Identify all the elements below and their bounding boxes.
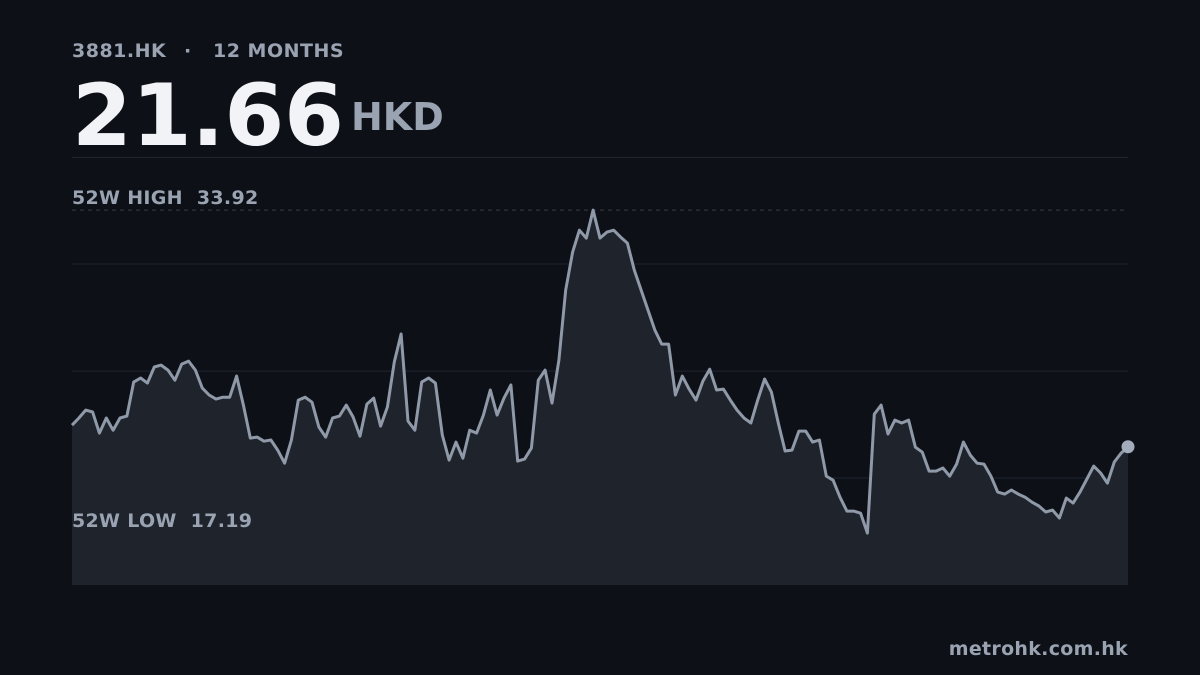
source: metrohk.com.hk (949, 638, 1128, 660)
reference-label: 52W HIGH 33.92 (72, 187, 259, 209)
reference-value: 17.19 (191, 510, 253, 532)
price-line (70, 208, 1130, 535)
currency: HKD (351, 95, 444, 139)
ticker: 3881.HK (72, 40, 167, 62)
separator: · (184, 40, 192, 62)
reference-label: 52W LOW 17.19 (72, 510, 252, 532)
period: 12 MONTHS (213, 40, 344, 62)
price: 21.66 (72, 66, 344, 166)
plot: 52W HIGH 33.92 52W LOW 17.19 (70, 187, 1135, 585)
last-point (1121, 440, 1135, 454)
reference-value: 33.92 (197, 187, 259, 209)
header-line: 3881.HK · 12 MONTHS (72, 40, 344, 62)
reference-name: 52W LOW (72, 510, 177, 532)
area (72, 210, 1128, 585)
reference-name: 52W HIGH (72, 187, 183, 209)
